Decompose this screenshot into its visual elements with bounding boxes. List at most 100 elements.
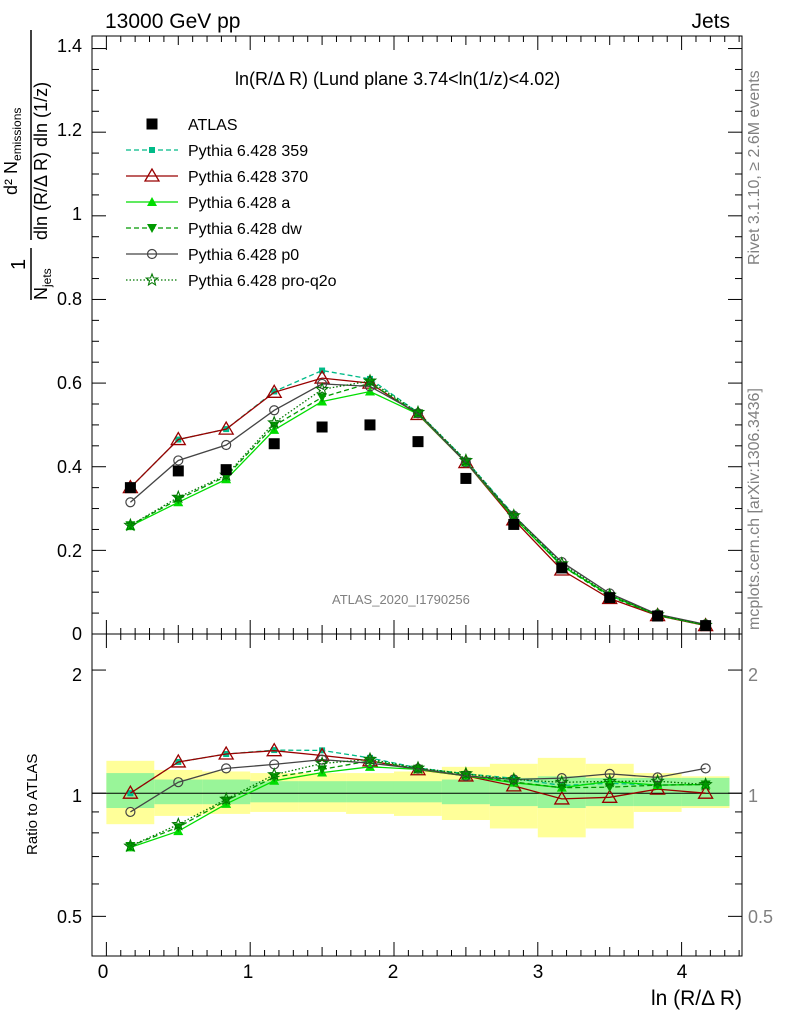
x-axis-title: ln (R/Δ R) <box>651 987 742 1010</box>
series-point <box>362 373 378 388</box>
ratio-band-inner <box>393 781 442 803</box>
legend-item: Pythia 6.428 a <box>126 195 290 212</box>
atlas-data-point <box>172 465 184 477</box>
legend-marker <box>144 272 160 287</box>
ytick-label-0.4: 0.4 <box>57 457 82 477</box>
ytick-label-0.8: 0.8 <box>57 289 82 309</box>
series-point <box>506 508 521 522</box>
ratio-ytick-right-0.5: 0.5 <box>748 907 773 927</box>
atlas-data-point <box>268 438 280 450</box>
ratio-series-point <box>697 784 714 799</box>
legend-marker <box>146 248 158 260</box>
series-point <box>364 381 376 392</box>
ratio-series-point <box>221 796 232 806</box>
legend-label: Pythia 6.428 359 <box>188 143 308 160</box>
ratio-series-point <box>218 745 235 760</box>
ratio-ytick-labels: 0.5 1 2 0.5 1 2 <box>57 665 773 927</box>
ratio-series-point <box>127 790 134 797</box>
ytick-label-0: 0 <box>72 624 82 644</box>
ylabel-one: 1 <box>8 259 30 270</box>
ratio-ytick-1: 1 <box>72 786 82 806</box>
legend-label: ATLAS <box>188 117 238 134</box>
ylabel-denominator: dln (R/Δ R) dln (1/z) <box>31 82 51 240</box>
ratio-series-point <box>362 751 378 766</box>
rivet-label: Rivet 3.1.10, ≥ 2.6M events <box>746 70 763 265</box>
ratio-series-point <box>602 773 617 788</box>
ratio-series-point <box>313 747 331 762</box>
atlas-data-point <box>460 472 472 484</box>
atlas-data-point <box>316 421 328 433</box>
ratio-series-point <box>698 776 713 791</box>
ratio-ytick-right-2: 2 <box>748 665 758 685</box>
atlas-data-point <box>412 436 424 448</box>
legend-item: Pythia 6.428 359 <box>126 143 308 160</box>
legend-item: ATLAS <box>146 117 238 134</box>
atlas-data-point <box>700 620 712 632</box>
ratio-series-point <box>412 763 424 774</box>
ytick-label-1.4: 1.4 <box>57 36 82 56</box>
ratio-ytick-2: 2 <box>72 665 82 685</box>
series-point <box>218 420 235 435</box>
series-point <box>266 384 283 398</box>
legend-marker <box>149 147 155 153</box>
series-point <box>173 455 184 466</box>
ratio-band-inner <box>441 779 490 805</box>
series-point <box>366 375 373 382</box>
ratio-series-point <box>219 791 234 806</box>
ratio-series-point <box>556 773 567 784</box>
ratio-series-point <box>170 753 187 768</box>
ratio-series-layer <box>122 742 714 853</box>
series-point <box>412 408 424 419</box>
ratio-series-point <box>123 838 138 853</box>
series-point <box>409 406 427 421</box>
legend-marker <box>147 197 157 206</box>
ratio-series-point <box>553 790 570 805</box>
ytick-label-1: 1 <box>72 204 82 224</box>
ratio-series-5 <box>123 751 713 853</box>
ylabel-njets: Njets <box>31 268 54 300</box>
ratio-series-point <box>458 766 474 780</box>
main-series-layer <box>122 367 714 632</box>
ratio-plot-frame <box>91 633 743 957</box>
ratio-series-point <box>314 755 330 770</box>
atlas-data-point <box>652 610 664 622</box>
xtick-label-0: 0 <box>98 962 109 983</box>
ratio-series-point <box>319 747 326 754</box>
ratio-series-point <box>122 784 139 799</box>
ratio-series-point <box>554 774 569 789</box>
legend-marker <box>143 167 161 182</box>
analysis-watermark: ATLAS_2020_I1790256 <box>332 592 470 607</box>
ratio-series-point <box>267 767 282 781</box>
series-point <box>460 457 471 468</box>
ratio-series-point <box>652 772 663 783</box>
atlas-data-point <box>508 518 520 530</box>
ytick-label-0.2: 0.2 <box>57 541 82 561</box>
ratio-series-point <box>316 754 328 765</box>
series-point <box>458 452 474 467</box>
atlas-data-point <box>604 592 616 604</box>
ratio-series-point <box>460 770 471 782</box>
legend-marker <box>146 118 158 130</box>
ratio-series-point <box>506 771 521 786</box>
ratio-series-point <box>410 760 426 775</box>
series-point <box>410 404 426 419</box>
ratio-series-point <box>125 806 136 818</box>
ratio-series-point <box>601 789 618 803</box>
xtick-label-1: 1 <box>243 962 254 983</box>
series-point <box>267 415 282 429</box>
ratio-series-point <box>364 758 376 769</box>
legend-item: Pythia 6.428 p0 <box>126 247 299 264</box>
ratio-band-inner <box>298 781 347 803</box>
ylabel-numerator: d² Nemissions <box>1 108 24 195</box>
series-point <box>221 439 232 451</box>
legend-item: Pythia 6.428 dw <box>126 221 302 238</box>
ratio-ylabel: Ratio to ATLAS <box>24 754 41 855</box>
legend-item: Pythia 6.428 370 <box>126 167 308 186</box>
legend-item: Pythia 6.428 pro-q2o <box>126 272 337 290</box>
ratio-ytick-0.5: 0.5 <box>57 907 82 927</box>
series-point <box>171 489 186 504</box>
main-ytick-labels: 0 0.2 0.4 0.6 0.8 1 1.2 1.4 <box>57 36 82 644</box>
series-point <box>314 381 330 396</box>
ratio-series-point <box>266 742 283 757</box>
